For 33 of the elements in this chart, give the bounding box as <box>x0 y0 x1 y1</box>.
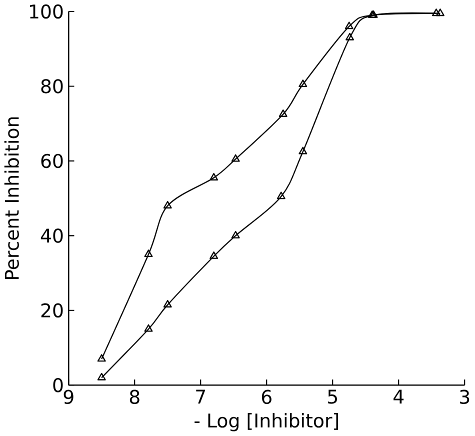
x-axis-title: - Log [Inhibitor] <box>194 413 338 432</box>
y-tick-label: 40 <box>40 228 63 243</box>
point <box>231 231 240 239</box>
point <box>436 8 444 16</box>
point <box>278 110 288 118</box>
point <box>97 354 106 362</box>
point <box>210 252 218 260</box>
point <box>432 8 440 16</box>
point <box>231 154 240 162</box>
point <box>276 192 286 200</box>
point <box>298 80 308 88</box>
y-axis-title: Percent Inhibition <box>4 118 19 280</box>
x-tick-label: 3 <box>460 390 470 404</box>
point <box>163 201 172 209</box>
point <box>163 300 172 308</box>
x-tick-label: 7 <box>196 390 206 404</box>
x-tick-label: 8 <box>130 390 140 404</box>
x-tick-label: 9 <box>64 390 74 404</box>
point <box>298 146 308 154</box>
y-tick-label: 20 <box>41 303 63 318</box>
y-tick-label: 60 <box>41 154 63 168</box>
point <box>344 22 354 30</box>
point <box>144 250 153 258</box>
y-tick-label: 100 <box>30 4 63 19</box>
x-tick-label: 6 <box>262 390 272 404</box>
x-tick-label: 5 <box>328 390 337 404</box>
point <box>144 324 153 332</box>
point <box>210 173 218 181</box>
point <box>97 373 106 380</box>
point <box>346 33 354 41</box>
y-tick-label: 80 <box>41 79 63 94</box>
y-tick-label: 0 <box>53 378 63 392</box>
x-tick-label: 4 <box>394 390 404 404</box>
